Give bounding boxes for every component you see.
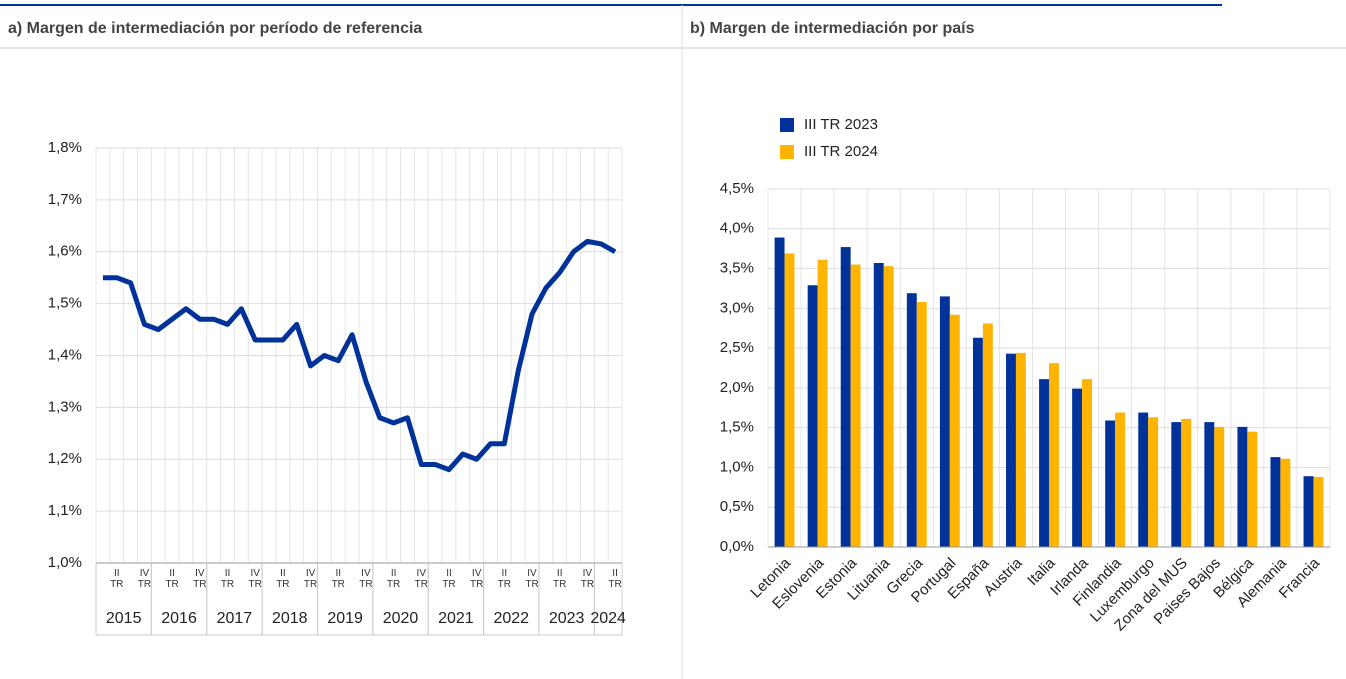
bar	[1039, 379, 1049, 547]
y-tick-label: 1,2%	[48, 450, 82, 467]
year-label: 2022	[493, 610, 529, 627]
x-tick-label: IV TR	[137, 568, 152, 590]
year-label: 2024	[590, 610, 626, 627]
year-label: 2019	[327, 610, 363, 627]
bar	[1138, 412, 1149, 547]
x-tick-label: II TR	[110, 568, 124, 590]
bar	[1270, 457, 1281, 547]
bar	[784, 253, 795, 547]
y-tick-label: 1,7%	[48, 191, 82, 208]
legend-label: III TR 2023	[804, 116, 878, 133]
bar	[1006, 353, 1016, 547]
year-label: 2015	[106, 610, 142, 627]
y-tick-label: 3,5%	[720, 260, 754, 277]
bar	[1082, 379, 1092, 547]
bar	[1072, 388, 1083, 547]
y-tick-label: 1,0%	[48, 554, 82, 571]
bar	[807, 285, 818, 547]
bar	[939, 296, 950, 547]
year-label: 2016	[161, 610, 197, 627]
bar	[1280, 458, 1291, 547]
bar	[1015, 352, 1026, 547]
bar	[1049, 363, 1059, 547]
bar	[1303, 476, 1314, 547]
x-tick-label: IV TR	[469, 568, 484, 590]
y-tick-label: 1,1%	[48, 502, 82, 519]
year-label: 2020	[383, 610, 419, 627]
y-tick-label: 1,4%	[48, 346, 82, 363]
panel-title: a) Margen de intermediación por período …	[8, 20, 422, 37]
y-tick-label: 4,5%	[720, 180, 754, 197]
bar	[774, 237, 785, 548]
bar	[1171, 422, 1182, 547]
y-tick-label: 1,3%	[48, 398, 82, 415]
bar	[1204, 422, 1215, 547]
y-tick-label: 1,5%	[720, 419, 754, 436]
bar	[850, 264, 861, 547]
x-tick-label: II TR	[220, 568, 235, 590]
year-label: 2021	[438, 610, 474, 627]
y-tick-label: 3,0%	[720, 299, 754, 316]
legend-swatch	[780, 145, 794, 159]
y-tick-label: 0,0%	[720, 538, 754, 555]
x-tick-label: IV TR	[525, 568, 539, 590]
bar	[873, 262, 884, 547]
bar	[906, 293, 917, 547]
bar	[1247, 431, 1258, 547]
y-tick-label: 2,5%	[720, 339, 754, 356]
year-label: 2023	[549, 610, 585, 627]
y-tick-label: 4,0%	[720, 220, 754, 237]
panel-title: b) Margen de intermediación por país	[690, 20, 975, 37]
bar	[1115, 412, 1126, 547]
y-tick-label: 1,6%	[48, 243, 82, 260]
x-tick-label: IV TR	[359, 568, 373, 590]
year-label: 2017	[217, 610, 253, 627]
x-tick-label: II TR	[497, 568, 511, 590]
y-tick-label: 1,8%	[48, 139, 82, 156]
bar	[972, 337, 983, 547]
bar	[1105, 420, 1116, 547]
bar	[916, 301, 927, 547]
bar	[817, 259, 828, 547]
x-tick-label: II TR	[276, 568, 290, 590]
x-tick-label: IV TR	[248, 568, 262, 590]
bar	[1313, 476, 1324, 547]
x-tick-label: II TR	[442, 568, 456, 590]
x-tick-label: IV TR	[414, 568, 428, 590]
bar	[982, 323, 993, 547]
legend-swatch	[780, 118, 794, 132]
y-tick-label: 1,5%	[48, 295, 82, 312]
x-tick-label: IV TR	[580, 568, 595, 590]
x-tick-label: IV TR	[303, 568, 318, 590]
x-tick-label: II TR	[608, 568, 622, 590]
bar	[1214, 426, 1225, 547]
y-tick-label: 2,0%	[720, 379, 754, 396]
x-tick-label: IV TR	[193, 568, 207, 590]
x-tick-label: II TR	[331, 568, 345, 590]
x-tick-label: II TR	[553, 568, 567, 590]
bar	[1148, 417, 1159, 547]
y-tick-label: 1,0%	[720, 458, 754, 475]
bar	[883, 266, 894, 547]
x-tick-label: II TR	[386, 568, 401, 590]
bar	[840, 247, 851, 547]
bar	[1181, 418, 1192, 547]
bar	[949, 314, 960, 547]
x-tick-label: Austria	[981, 554, 1026, 599]
bar	[1237, 426, 1248, 547]
legend-label: III TR 2024	[804, 143, 878, 160]
y-tick-label: 0,5%	[720, 498, 754, 515]
x-tick-label: II TR	[165, 568, 179, 590]
line-series	[102, 238, 617, 473]
year-label: 2018	[272, 610, 308, 627]
